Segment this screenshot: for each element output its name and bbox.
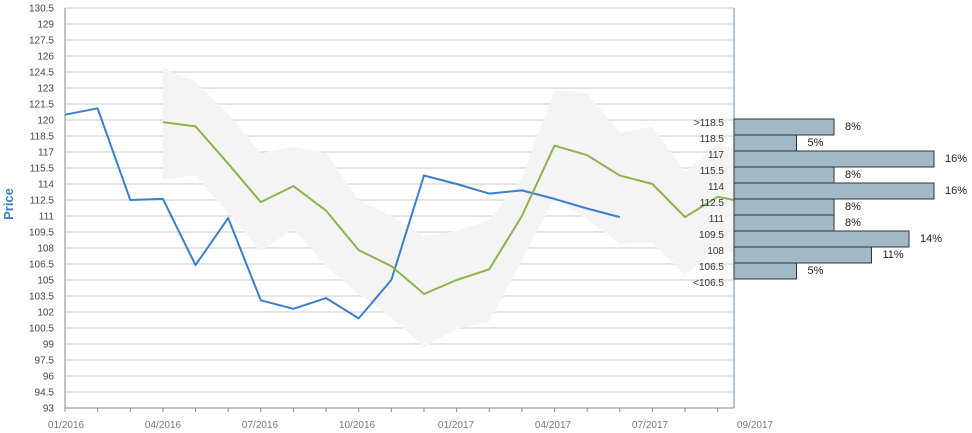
histogram-percent-label: 8% bbox=[845, 121, 861, 133]
forecast-range-band bbox=[162, 67, 734, 348]
histogram-bar bbox=[733, 230, 910, 248]
y-tick-label: 97.5 bbox=[35, 356, 55, 367]
distribution-histogram: >118.5 8% 118.5 5% 117 16% 115.5 8% 114 16% 112.5 8… bbox=[693, 118, 967, 289]
histogram-bar bbox=[733, 182, 935, 200]
histogram-bar bbox=[733, 262, 797, 280]
histogram-bar bbox=[733, 198, 835, 216]
histogram-bin-label: 111 bbox=[709, 214, 725, 225]
price-series-line bbox=[64, 107, 621, 320]
histogram-bin-label: 112.5 bbox=[700, 198, 725, 209]
y-axis-label: Price bbox=[1, 188, 16, 220]
y-tick-label: 129 bbox=[37, 20, 54, 31]
y-tick-label: 124.5 bbox=[29, 68, 54, 79]
y-tick-label: 126 bbox=[37, 52, 54, 63]
histogram-bin-label: 115.5 bbox=[700, 166, 725, 177]
histogram-bin-label: 106.5 bbox=[699, 262, 724, 273]
y-tick-label: 108 bbox=[37, 244, 54, 255]
series-layer bbox=[64, 107, 735, 320]
forecast-band-layer bbox=[162, 67, 734, 348]
histogram-bar bbox=[733, 134, 797, 152]
y-tick-label: 127.5 bbox=[29, 36, 54, 47]
histogram-percent-label: 5% bbox=[808, 265, 824, 277]
y-tick-label: 100.5 bbox=[29, 324, 54, 335]
histogram-bar bbox=[733, 246, 872, 264]
y-tick-label: 123 bbox=[37, 84, 54, 95]
x-tick-label: 01/2016 bbox=[48, 420, 85, 431]
histogram-percent-label: 5% bbox=[808, 137, 824, 149]
histogram-percent-label: 11% bbox=[883, 249, 904, 261]
x-tick-label: 07/2016 bbox=[242, 420, 279, 431]
y-tick-label: 99 bbox=[43, 340, 55, 351]
y-tick-label: 117 bbox=[38, 148, 54, 159]
y-tick-label: 103.5 bbox=[29, 292, 54, 303]
y-tick-label: 130.5 bbox=[29, 4, 54, 15]
y-tick-label: 118.5 bbox=[30, 132, 55, 143]
y-tick-label: 111 bbox=[39, 212, 55, 223]
y-tick-label: 121.5 bbox=[29, 100, 54, 111]
x-tick-label: 10/2016 bbox=[339, 420, 376, 431]
histogram-bin-label: 118.5 bbox=[700, 134, 725, 145]
y-tick-label: 109.5 bbox=[29, 228, 54, 239]
histogram-bin-label: <106.5 bbox=[693, 278, 724, 289]
histogram-bin-label: 108 bbox=[707, 246, 724, 257]
axes: 93 94.5 96 97.5 99 100.5 102 103.5 105 106.5 108 10… bbox=[29, 4, 774, 432]
histogram-bar bbox=[733, 214, 835, 232]
histogram-percent-label: 14% bbox=[920, 233, 942, 245]
histogram-percent-label: 8% bbox=[845, 169, 861, 181]
histogram-bin-label: 114 bbox=[708, 182, 724, 193]
x-tick-label: 04/2016 bbox=[145, 420, 182, 431]
histogram-percent-label: 16% bbox=[945, 185, 967, 197]
y-tick-label: 102 bbox=[37, 308, 54, 319]
y-tick-label: 93 bbox=[43, 404, 55, 415]
y-tick-label: 105 bbox=[37, 276, 54, 287]
histogram-percent-label: 16% bbox=[945, 153, 967, 165]
histogram-percent-label: 8% bbox=[845, 201, 861, 213]
y-tick-label: 94.5 bbox=[35, 388, 55, 399]
x-tick-label: 09/2017 bbox=[737, 420, 774, 431]
histogram-bin-label: 109.5 bbox=[699, 230, 724, 241]
y-tick-label: 96 bbox=[43, 372, 55, 383]
y-tick-label: 115.5 bbox=[30, 164, 55, 175]
y-tick-label: 114 bbox=[38, 180, 54, 191]
forecast-series-line bbox=[162, 121, 735, 295]
x-tick-label: 07/2017 bbox=[632, 420, 669, 431]
histogram-bar bbox=[733, 150, 935, 168]
histogram-bar bbox=[733, 166, 835, 184]
y-tick-label: 106.5 bbox=[29, 260, 54, 271]
histogram-percent-label: 8% bbox=[845, 217, 861, 229]
histogram-bin-label: >118.5 bbox=[694, 118, 725, 129]
histogram-bar bbox=[733, 118, 835, 136]
x-tick-label: 04/2017 bbox=[535, 420, 572, 431]
histogram-bin-label: 117 bbox=[708, 150, 724, 161]
y-tick-label: 112.5 bbox=[30, 196, 55, 207]
y-tick-label: 120 bbox=[37, 116, 54, 127]
x-tick-label: 01/2017 bbox=[438, 420, 475, 431]
